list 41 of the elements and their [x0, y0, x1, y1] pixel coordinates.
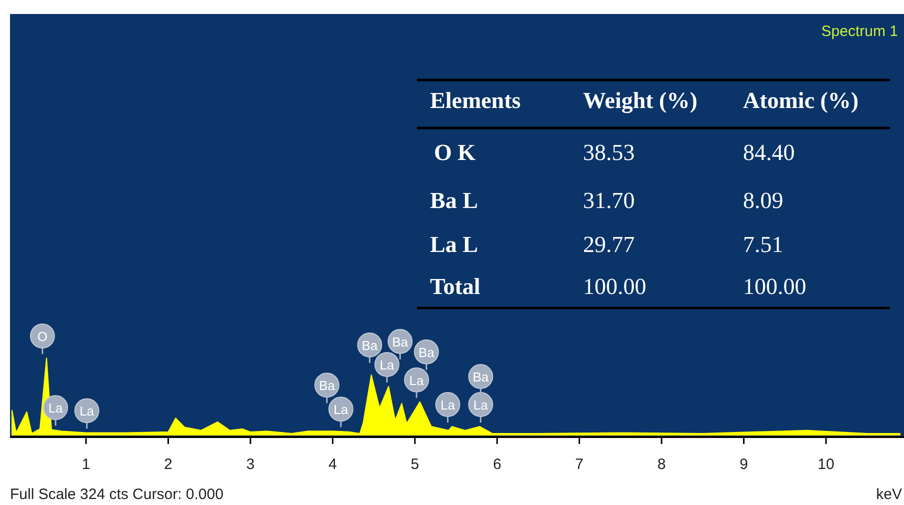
text: La L [430, 232, 478, 257]
x-tick-label: 2 [164, 456, 172, 473]
x-axis-title: keV [876, 486, 902, 503]
x-tick-label: 8 [657, 456, 666, 473]
annotation: O [37, 329, 48, 344]
x-tick-label: 10 [818, 456, 834, 473]
text: 100.00 [743, 274, 806, 299]
text: Elements [430, 88, 521, 113]
x-tick-label: 5 [410, 456, 420, 473]
text: 29.77 [583, 232, 635, 257]
x-tick-label: 6 [492, 456, 502, 473]
text: Ba L [430, 188, 478, 213]
text: 7.51 [743, 232, 784, 257]
annotation: Ba [418, 344, 436, 360]
annotation: La [48, 400, 64, 416]
text: O K [434, 140, 476, 165]
x-tick-label: 7 [575, 456, 584, 473]
annotation: La [80, 404, 95, 419]
x-tick-label: 4 [328, 456, 337, 473]
annotation: Ba [318, 378, 336, 394]
annotation: Ba [392, 334, 409, 350]
text: 31.70 [583, 188, 635, 213]
x-tick-label: 9 [740, 456, 748, 473]
annotation: La [409, 372, 425, 388]
annotation: La [473, 398, 489, 413]
text: Atomic (%) [743, 88, 859, 113]
annotation: La [380, 357, 395, 372]
annotation: La [334, 402, 349, 418]
text: 84.40 [743, 140, 795, 165]
x-tick-label: 3 [246, 456, 255, 473]
text: Full Scale 324 cts Cursor: 0.000 [10, 486, 224, 503]
annotation: Ba [362, 338, 378, 353]
text: Weight (%) [583, 88, 698, 114]
annotation: Ba [472, 370, 490, 385]
text: 38.53 [583, 140, 635, 165]
annotation: La [440, 398, 456, 413]
chart-title: Spectrum 1 [821, 23, 898, 40]
x-tick-label: 1 [82, 456, 90, 473]
text: 8.09 [743, 188, 784, 213]
text: Total [430, 274, 480, 299]
text: 100.00 [583, 274, 646, 299]
